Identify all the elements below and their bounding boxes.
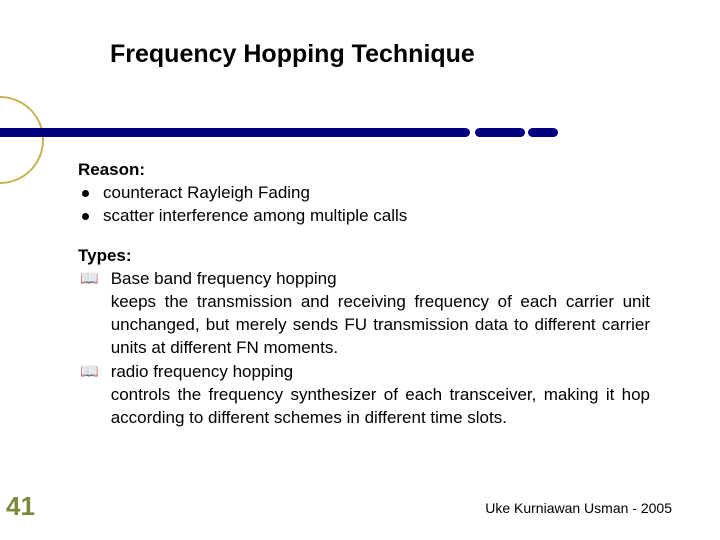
types-heading: Types: [78,246,650,266]
list-item-body: Base band frequency hopping keeps the tr… [111,268,650,360]
bullet-icon [82,213,89,220]
slide: Frequency Hopping Technique Reason: coun… [0,0,720,540]
type-label: Base band frequency hopping [111,268,650,291]
accent-bar-main [0,128,470,137]
bullet-icon [82,190,89,197]
title-block: Frequency Hopping Technique [110,40,680,69]
accent-bar-seg1 [475,128,525,137]
reason-heading: Reason: [78,160,650,180]
list-item-body: radio frequency hopping controls the fre… [111,361,650,430]
type-desc: keeps the transmission and receiving fre… [111,291,650,360]
decorative-circle [0,96,44,184]
page-number: 41 [6,491,35,522]
types-list: 📖 Base band frequency hopping keeps the … [78,268,650,430]
list-item: counteract Rayleigh Fading [78,182,650,205]
content-area: Reason: counteract Rayleigh Fading scatt… [78,160,650,430]
type-desc: controls the frequency synthesizer of ea… [111,384,650,430]
slide-title: Frequency Hopping Technique [110,40,680,69]
list-item-text: counteract Rayleigh Fading [103,182,310,205]
footer-author: Uke Kurniawan Usman - 2005 [485,500,672,516]
accent-bar-seg2 [528,128,558,137]
book-icon: 📖 [80,269,99,289]
list-item-text: scatter interference among multiple call… [103,205,407,228]
list-item: scatter interference among multiple call… [78,205,650,228]
list-item: 📖 radio frequency hopping controls the f… [78,361,650,430]
list-item: 📖 Base band frequency hopping keeps the … [78,268,650,360]
book-icon: 📖 [80,362,99,382]
type-label: radio frequency hopping [111,361,650,384]
reason-list: counteract Rayleigh Fading scatter inter… [78,182,650,228]
